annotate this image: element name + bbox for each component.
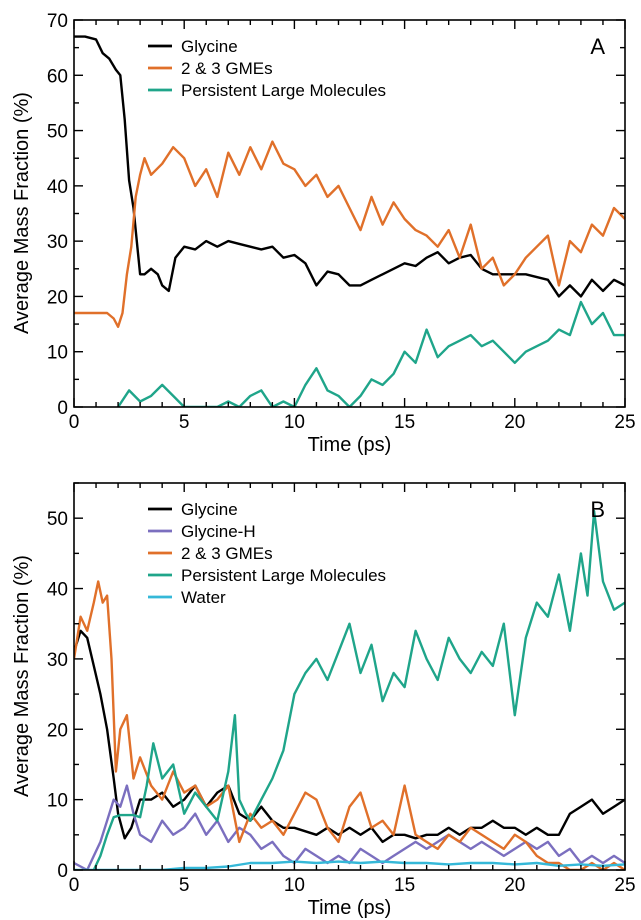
x-tick-label: 10: [284, 875, 305, 896]
x-tick-label: 15: [394, 875, 415, 896]
series-line-2-and-3-gmes: [74, 580, 625, 870]
y-axis-title: Average Mass Fraction (%): [11, 92, 33, 334]
series-line-persistent-large-molecules: [92, 509, 625, 870]
x-tick-label: 0: [69, 875, 80, 896]
legend-label-glycine: Glycine: [181, 37, 238, 56]
x-tick-label: 5: [179, 875, 190, 896]
legend-label-glycine-h: Glycine-H: [181, 522, 256, 541]
y-tick-label: 50: [47, 509, 68, 530]
series-line-2-and-3-gmes: [74, 140, 625, 328]
y-tick-label: 30: [47, 650, 68, 671]
panel-letter: B: [590, 497, 605, 522]
y-tick-label: 20: [47, 287, 68, 308]
legend-label-water: Water: [181, 588, 226, 607]
x-tick-label: 10: [284, 412, 305, 433]
x-tick-label: 20: [504, 412, 525, 433]
legend: Glycine 2 & 3 GMEs Persistent Large Molecu…: [148, 37, 386, 100]
x-axis-title: Time (ps): [308, 434, 392, 456]
y-tick-label: 30: [47, 232, 68, 253]
x-tick-label: 25: [614, 412, 635, 433]
y-tick-label: 10: [47, 791, 68, 812]
y-tick-label: 0: [57, 861, 68, 882]
plot-frame: [73, 482, 626, 871]
y-tick-label: 10: [47, 343, 68, 364]
y-tick-label: 70: [47, 11, 68, 32]
y-tick-label: 40: [47, 580, 68, 601]
x-tick-label: 0: [69, 412, 80, 433]
y-axis-title: Average Mass Fraction (%): [11, 555, 33, 797]
series-line-water: [74, 860, 625, 870]
legend-label-2-and-3-gmes: 2 & 3 GMEs: [181, 544, 273, 563]
legend-label-2-and-3-gmes: 2 & 3 GMEs: [181, 59, 273, 78]
x-tick-label: 15: [394, 412, 415, 433]
legend-label-persistent-large-molecules: Persistent Large Molecules: [181, 81, 386, 100]
y-tick-label: 60: [47, 66, 68, 87]
x-tick-label: 5: [179, 412, 190, 433]
y-tick-label: 0: [57, 398, 68, 419]
y-tick-label: 20: [47, 720, 68, 741]
panel-a-chart: 0 5 10 15 20 25 0 10 20 30 40 50 60 70 Time (ps) Averag…: [11, 11, 636, 456]
legend-label-persistent-large-molecules: Persistent Large Molecules: [181, 566, 386, 585]
series-group: [74, 35, 625, 407]
x-tick-label: 25: [614, 875, 635, 896]
x-tick-label: 20: [504, 875, 525, 896]
y-tick-label: 50: [47, 122, 68, 143]
panel-letter: A: [590, 34, 605, 59]
legend: Glycine Glycine-H 2 & 3 GMEs Persistent Lar…: [148, 500, 386, 607]
panel-b-chart: 0 5 10 15 20 25 0 10 20 30 40 50 Time (ps) Average Ma…: [11, 482, 636, 919]
series-group: [74, 509, 625, 870]
y-tick-label: 40: [47, 177, 68, 198]
x-axis-title: Time (ps): [308, 897, 392, 919]
series-line-persistent-large-molecules: [117, 300, 625, 407]
series-line-glycine: [74, 35, 625, 298]
plot-frame: [73, 19, 626, 408]
legend-label-glycine: Glycine: [181, 500, 238, 519]
